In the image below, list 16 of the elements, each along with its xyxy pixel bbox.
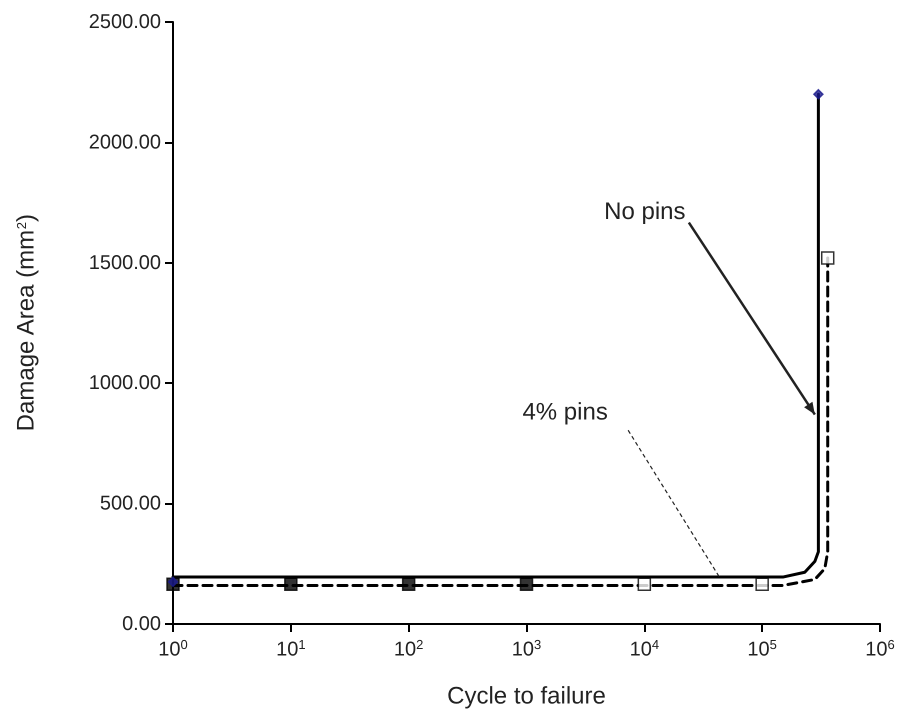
point [284, 578, 298, 592]
y-tick-label: 1500.00 [88, 252, 161, 274]
point [402, 578, 416, 592]
point [638, 578, 652, 592]
y-tick-label: 1000.00 [88, 372, 161, 394]
point [755, 578, 769, 592]
point [520, 578, 534, 592]
point [168, 576, 178, 588]
y-axis-title: Damage Area (mm2) [12, 214, 40, 432]
y-tick-label: 0.00 [122, 613, 161, 635]
x-axis-title: Cycle to failure [447, 682, 606, 710]
annotation: 4% pins [522, 398, 608, 426]
y-tick-label: 2500.00 [88, 11, 161, 33]
annotation: No pins [604, 198, 686, 225]
y-tick-label: 500.00 [100, 492, 161, 515]
y-tick-label: 2000.00 [88, 131, 161, 154]
